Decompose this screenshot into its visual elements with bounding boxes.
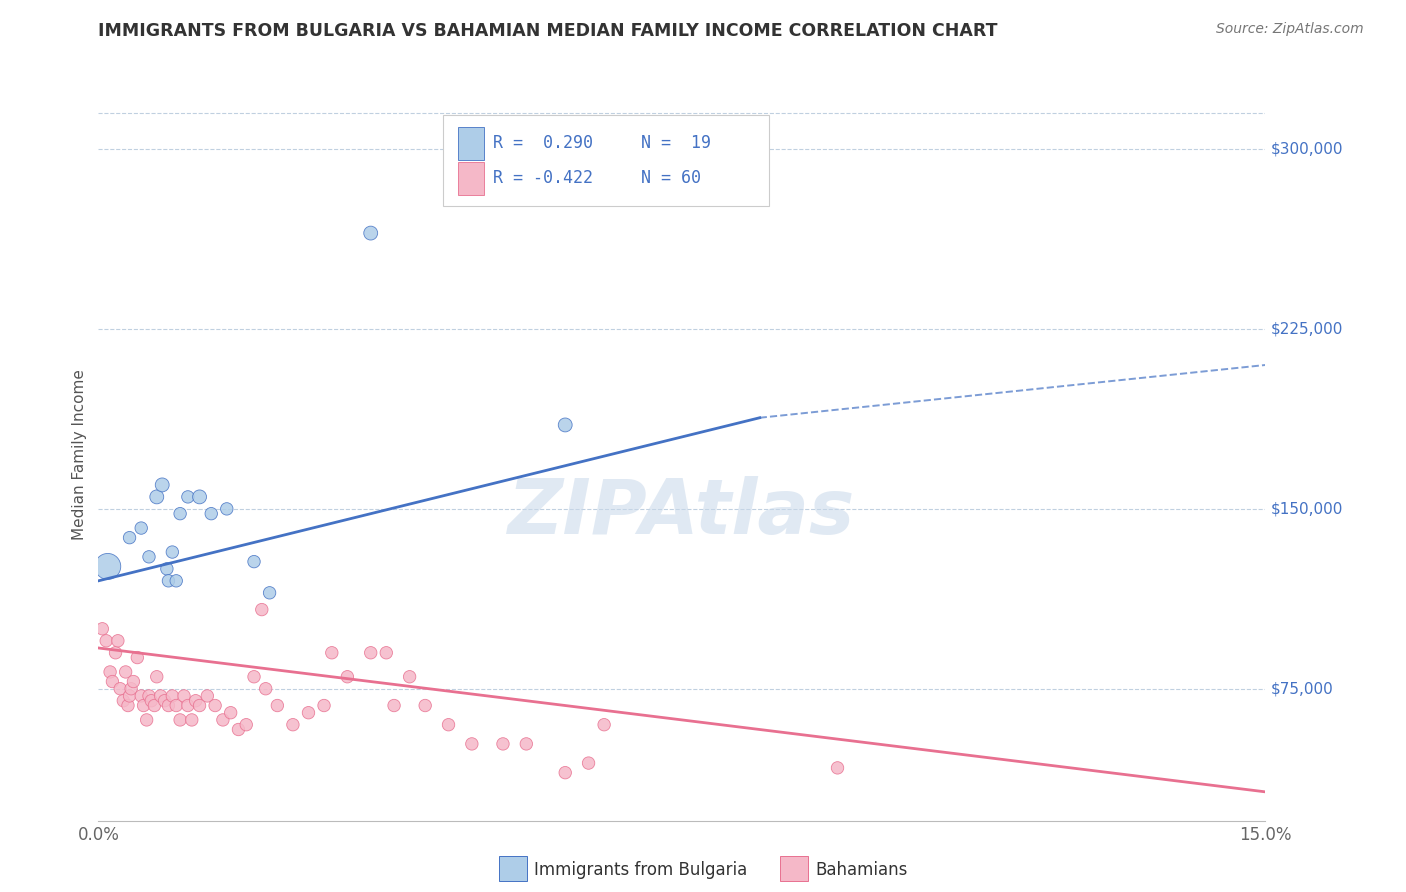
Point (149, 689, 172, 703)
Text: $225,000: $225,000 (1271, 321, 1344, 336)
Point (146, 670, 169, 684)
Point (156, 562, 179, 576)
Point (382, 698, 405, 713)
Point (96, 633, 118, 648)
Point (117, 698, 139, 713)
Point (118, 689, 141, 703)
Point (162, 545, 184, 559)
Point (437, 717, 460, 731)
Point (91, 622, 114, 636)
Point (554, 765, 576, 780)
Point (173, 689, 195, 703)
Point (413, 698, 436, 713)
Point (177, 490, 200, 504)
Point (97, 559, 120, 574)
Point (827, 761, 849, 775)
Point (375, 646, 398, 660)
Point (204, 698, 226, 713)
Point (157, 698, 180, 713)
Text: ZIPAtlas: ZIPAtlas (508, 476, 856, 550)
Point (398, 670, 420, 684)
Point (108, 681, 131, 696)
Point (101, 674, 124, 689)
Point (254, 681, 277, 696)
Point (141, 694, 163, 708)
Point (212, 713, 235, 727)
Point (143, 698, 166, 713)
Point (297, 706, 319, 720)
Point (129, 521, 152, 535)
Point (135, 713, 157, 727)
Text: R = -0.422: R = -0.422 (494, 169, 593, 187)
Point (188, 490, 211, 504)
FancyBboxPatch shape (443, 115, 769, 206)
Text: $75,000: $75,000 (1271, 681, 1334, 697)
Point (235, 717, 257, 731)
Point (259, 586, 281, 600)
Point (321, 646, 343, 660)
Point (127, 650, 149, 665)
Point (243, 555, 266, 569)
Point (243, 670, 266, 684)
Point (162, 689, 184, 703)
Point (169, 713, 191, 727)
Point (360, 646, 382, 660)
Text: $300,000: $300,000 (1271, 142, 1344, 157)
Point (165, 574, 187, 588)
Point (157, 574, 180, 588)
Point (118, 531, 141, 545)
Point (112, 694, 135, 708)
Point (120, 681, 142, 696)
Point (219, 706, 242, 720)
Point (281, 717, 304, 731)
Point (492, 737, 515, 751)
Point (188, 698, 211, 713)
Bar (458, 128, 484, 161)
Point (578, 756, 600, 770)
Point (215, 501, 238, 516)
Point (146, 490, 169, 504)
Point (184, 694, 207, 708)
Point (515, 737, 537, 751)
Text: R =  0.290: R = 0.290 (494, 134, 593, 152)
Text: N = 60: N = 60 (641, 169, 702, 187)
Point (250, 602, 273, 616)
Text: $150,000: $150,000 (1271, 501, 1344, 516)
Point (107, 633, 129, 648)
Point (554, 417, 576, 432)
Point (104, 646, 127, 660)
Y-axis label: Median Family Income: Median Family Income (72, 369, 87, 541)
Point (138, 549, 160, 564)
Text: Immigrants from Bulgaria: Immigrants from Bulgaria (534, 861, 748, 879)
Point (180, 713, 202, 727)
Point (336, 670, 359, 684)
Point (98, 665, 121, 679)
Point (138, 689, 160, 703)
Point (132, 698, 155, 713)
Text: Bahamians: Bahamians (815, 861, 908, 879)
Text: Source: ZipAtlas.com: Source: ZipAtlas.com (1216, 22, 1364, 37)
Point (169, 507, 191, 521)
Text: IMMIGRANTS FROM BULGARIA VS BAHAMIAN MEDIAN FAMILY INCOME CORRELATION CHART: IMMIGRANTS FROM BULGARIA VS BAHAMIAN MED… (98, 22, 998, 40)
Point (150, 478, 173, 492)
Point (195, 689, 218, 703)
Point (122, 674, 145, 689)
Point (593, 717, 616, 731)
Text: N =  19: N = 19 (641, 134, 711, 152)
Point (360, 226, 382, 240)
Point (165, 698, 187, 713)
Point (177, 698, 200, 713)
Point (129, 689, 152, 703)
Point (266, 698, 288, 713)
Bar (458, 162, 484, 195)
Point (200, 507, 222, 521)
Point (114, 665, 136, 679)
Point (228, 723, 250, 737)
Point (461, 737, 484, 751)
Point (153, 694, 176, 708)
Point (312, 698, 335, 713)
